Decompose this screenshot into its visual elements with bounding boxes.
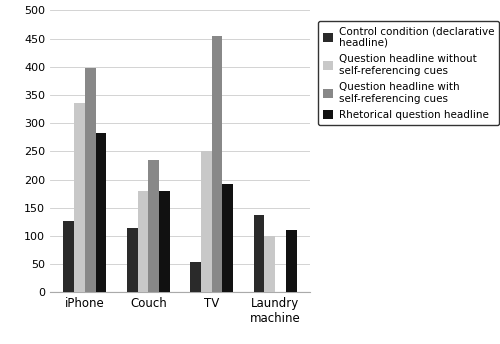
Bar [126, 227, 138, 292]
Bar [74, 104, 85, 292]
Legend: Control condition (declarative
headline), Question headline without
self-referen: Control condition (declarative headline)… [318, 21, 500, 125]
Bar [254, 215, 264, 292]
Bar [286, 230, 296, 292]
Bar [201, 151, 211, 292]
Bar [96, 133, 106, 292]
Bar [85, 68, 96, 292]
Bar [264, 236, 275, 292]
Bar [138, 191, 148, 292]
Bar [212, 36, 222, 292]
Bar [64, 221, 74, 292]
Bar [159, 191, 170, 292]
Bar [148, 160, 159, 292]
Bar [222, 183, 234, 292]
Bar [190, 262, 201, 292]
